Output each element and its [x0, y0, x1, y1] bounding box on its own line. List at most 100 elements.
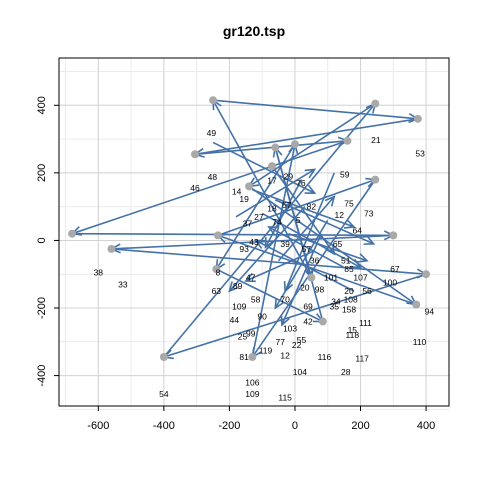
tour-segment: [268, 226, 345, 269]
city-point: [343, 136, 352, 145]
city-label: 106: [245, 377, 259, 387]
city-label: 21: [371, 135, 381, 145]
city-point: [413, 114, 422, 123]
y-tick-label: 0: [36, 237, 48, 243]
city-point: [248, 353, 257, 362]
city-label: 12: [334, 210, 344, 220]
tour-segment: [277, 195, 335, 262]
city-label: 36: [310, 256, 320, 266]
city-label: 17: [267, 175, 277, 185]
city-label: 20: [300, 283, 310, 293]
arrowhead: [228, 281, 239, 293]
city-label: 75: [344, 198, 354, 208]
city-label: 104: [293, 367, 307, 377]
city-label: 55: [297, 335, 307, 345]
city-label: 20: [344, 286, 354, 296]
city-label: 67: [390, 264, 400, 274]
city-label: 8: [216, 268, 221, 278]
tour-segment: [274, 199, 374, 245]
city-label: 118: [346, 330, 360, 340]
city-label: 57: [282, 200, 292, 210]
city-label: 109: [245, 389, 259, 399]
arrowhead: [357, 253, 369, 263]
city-label: 14: [232, 186, 242, 196]
city-label: 53: [415, 148, 425, 158]
tour-segment: [245, 249, 315, 282]
city-point: [371, 99, 380, 108]
tour-segment: [274, 147, 313, 278]
city-point: [422, 270, 431, 279]
city-point: [271, 143, 280, 152]
city-label: 59: [340, 170, 350, 180]
arrowhead: [283, 281, 294, 293]
tour-segment: [255, 239, 355, 292]
city-label: 116: [318, 352, 332, 362]
city-label: 56: [362, 286, 372, 296]
tour-segment: [72, 232, 394, 237]
city-label: 101: [324, 273, 338, 283]
arrowhead: [324, 195, 336, 207]
city-label: 39: [280, 239, 290, 249]
city-points: [68, 96, 431, 362]
tour-segment: [248, 102, 376, 188]
city-point: [371, 175, 380, 184]
y-tick-label: -400: [36, 365, 48, 387]
city-label: 19: [239, 194, 249, 204]
city-point: [290, 140, 299, 149]
tour-segment: [217, 234, 417, 306]
city-point: [389, 231, 398, 240]
tour-segment: [212, 99, 418, 120]
tour-segment: [212, 99, 313, 278]
city-label: 110: [413, 337, 427, 347]
city-label: 107: [353, 273, 367, 283]
city-label: 82: [307, 202, 317, 212]
city-label: 76: [296, 178, 306, 188]
city-label: 103: [283, 323, 297, 333]
city-point: [318, 317, 327, 326]
y-tick-label: 400: [36, 96, 48, 114]
city-label: 100: [383, 278, 397, 288]
city-label: 42: [303, 317, 313, 327]
tour-segment: [281, 233, 322, 326]
city-label: 115: [278, 393, 292, 403]
city-label: 5: [296, 215, 301, 225]
tour-segment: [111, 248, 427, 276]
city-label: 28: [341, 367, 351, 377]
city-label: 29: [284, 171, 294, 181]
tour-segment: [284, 172, 336, 292]
arrowhead: [254, 239, 266, 249]
city-label: 99: [246, 328, 256, 338]
city-label: 69: [303, 301, 313, 311]
y-tick-label: -200: [36, 297, 48, 319]
tour-segment: [264, 179, 303, 248]
city-label: 51: [341, 256, 351, 266]
city-point: [191, 150, 200, 159]
y-axis: -400 -200 0 200 400: [36, 96, 59, 387]
city-label: 73: [364, 208, 374, 218]
tour-segment: [288, 232, 368, 262]
city-label: 35: [330, 301, 340, 311]
arrow-segments: [70, 98, 428, 360]
x-axis: -600 -400 -200 0 200 400: [87, 406, 435, 432]
city-point: [268, 162, 277, 171]
city-label: 37: [243, 219, 253, 229]
city-label: 90: [257, 311, 267, 321]
city-label: 47: [246, 273, 256, 283]
tour-segment: [212, 141, 315, 194]
arrowhead: [350, 258, 363, 269]
city-label: 25: [238, 332, 248, 342]
chart-title: gr120.tsp: [223, 23, 285, 39]
x-tick-label: 200: [351, 420, 369, 432]
city-point: [213, 231, 222, 240]
city-label: 70: [280, 295, 290, 305]
x-tick-label: -600: [87, 420, 109, 432]
city-label: 108: [344, 295, 358, 305]
city-point: [209, 96, 218, 105]
city-label: 49: [207, 128, 217, 138]
city-label: 119: [259, 345, 273, 355]
arrowhead: [343, 219, 356, 229]
city-label: 85: [344, 264, 354, 274]
city-label: 65: [333, 239, 343, 249]
